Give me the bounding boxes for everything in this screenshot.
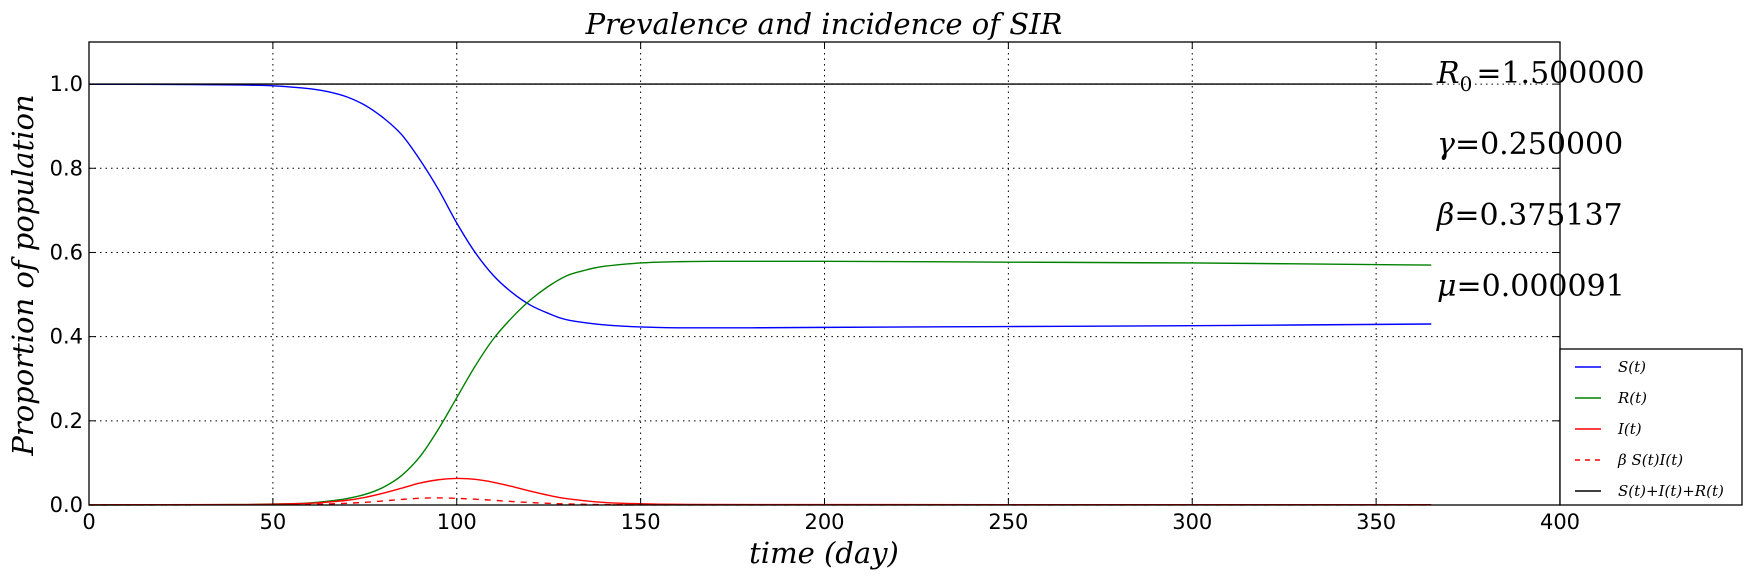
legend: S(t) R(t) I(t) β S(t)I(t) S(t)+I(t)+R(t) [1559, 348, 1743, 506]
legend-label: I(t) [1617, 420, 1642, 438]
series-infected [88, 477, 1432, 506]
annotation-value: =0.000091 [1457, 269, 1625, 304]
x-tick-label: 0 [82, 510, 95, 534]
series-susceptible [88, 83, 1432, 329]
annotation-symbol: μ [1437, 269, 1457, 304]
y-tick-label: 0.0 [50, 493, 83, 517]
grid-layer [89, 42, 1560, 505]
x-tick-label: 350 [1356, 510, 1396, 534]
legend-label: R(t) [1617, 389, 1647, 407]
annotation-value: =0.375137 [1454, 198, 1622, 233]
x-tick-label: 400 [1540, 510, 1580, 534]
legend-item-r: R(t) [1575, 389, 1647, 407]
annotation-beta: β=0.375137 [1436, 198, 1623, 233]
annotation-value: =1.500000 [1476, 56, 1644, 91]
series-layer [88, 83, 1432, 506]
y-tick-label: 0.2 [50, 409, 83, 433]
legend-box [1559, 348, 1743, 506]
legend-label: S(t) [1618, 358, 1646, 376]
x-tick-label: 50 [260, 510, 287, 534]
annotation-mu: μ=0.000091 [1437, 269, 1625, 304]
y-tick-label: 0.6 [50, 240, 83, 264]
legend-label: β S(t)I(t) [1617, 451, 1683, 469]
x-tick-label: 200 [804, 510, 844, 534]
chart-title: Prevalence and incidence of SIR [585, 7, 1063, 41]
legend-item-incidence: β S(t)I(t) [1575, 451, 1683, 469]
y-tick-label: 1.0 [50, 72, 83, 96]
legend-item-i: I(t) [1575, 420, 1642, 438]
x-axis-label: time (day) [749, 536, 899, 570]
y-tick-label: 0.8 [50, 156, 83, 180]
plot-frame [88, 41, 1561, 506]
annotation-symbol: γ [1437, 127, 1455, 162]
legend-label: S(t)+I(t)+R(t) [1618, 482, 1724, 500]
y-axis-label: Proportion of population [6, 94, 40, 456]
annotation-layer: R0 =1.500000 γ=0.250000 β=0.375137 μ=0.00009… [1436, 56, 1645, 304]
annotation-symbol: R [1436, 56, 1460, 91]
annotation-r0: R0 =1.500000 [1436, 56, 1645, 96]
annotation-value: =0.250000 [1455, 127, 1623, 162]
annotation-subscript: 0 [1460, 72, 1473, 96]
legend-items: S(t) R(t) I(t) β S(t)I(t) S(t)+I(t)+R(t) [1575, 358, 1724, 500]
annotation-gamma: γ=0.250000 [1437, 127, 1623, 162]
y-tick-label: 0.4 [50, 325, 83, 349]
annotation-symbol: β [1436, 198, 1454, 233]
legend-item-s: S(t) [1575, 358, 1646, 376]
x-tick-label: 100 [437, 510, 477, 534]
x-tick-label: 250 [988, 510, 1028, 534]
legend-item-total: S(t)+I(t)+R(t) [1575, 482, 1724, 500]
series-recovered [88, 260, 1432, 506]
x-tick-label: 150 [621, 510, 661, 534]
tick-layer: 0 50 100 150 200 250 300 350 400 0.0 0.2 0.4 0.6 0.8 1… [50, 42, 1580, 534]
x-tick-label: 300 [1172, 510, 1212, 534]
